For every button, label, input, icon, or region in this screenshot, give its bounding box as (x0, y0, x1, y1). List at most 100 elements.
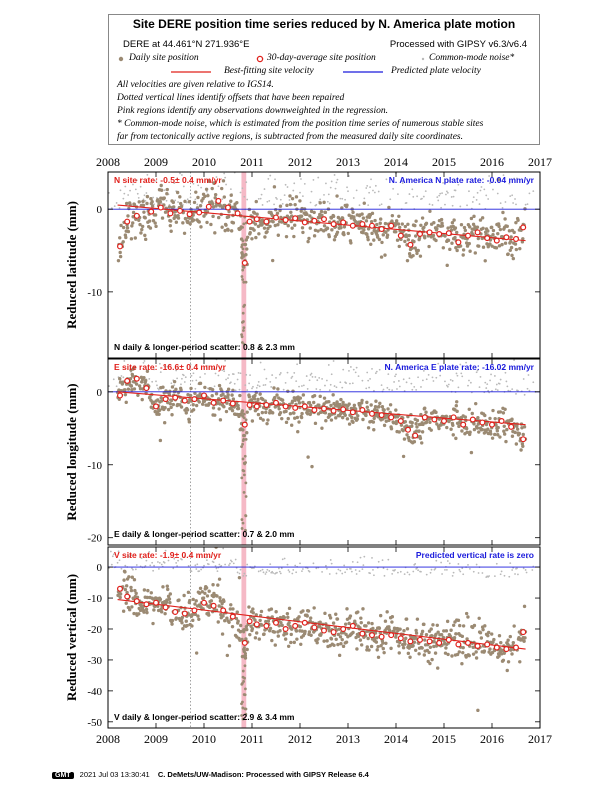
daily-point (478, 630, 483, 635)
daily-point (187, 420, 192, 424)
daily-point (379, 255, 384, 259)
daily-point (140, 397, 144, 402)
daily-point (292, 411, 296, 415)
daily-point (212, 181, 217, 185)
common-mode-point (318, 376, 321, 379)
daily-point (340, 415, 345, 420)
daily-point (208, 387, 212, 391)
common-mode-point (280, 567, 283, 570)
daily-point (514, 220, 518, 225)
daily-point (428, 209, 432, 213)
daily-point (371, 420, 376, 424)
common-mode-point (264, 573, 267, 575)
common-mode-point (481, 572, 484, 574)
common-mode-point (190, 374, 193, 377)
daily-point (386, 407, 390, 411)
average-point (407, 638, 414, 645)
daily-point (242, 280, 246, 284)
daily-point (336, 642, 340, 647)
common-mode-point (397, 193, 399, 196)
daily-point (330, 228, 334, 232)
daily-point (405, 627, 410, 631)
common-mode-point (266, 568, 269, 571)
x-tick-label-top: 2008 (96, 155, 120, 169)
common-mode-point (324, 384, 326, 387)
common-mode-point (437, 199, 440, 202)
common-mode-point (286, 563, 289, 566)
daily-point (261, 397, 265, 402)
common-mode-point (515, 393, 517, 395)
common-mode-point (514, 198, 516, 200)
daily-point (194, 599, 198, 603)
common-mode-point (380, 203, 383, 206)
daily-point (240, 476, 244, 480)
daily-point (200, 590, 204, 594)
daily-point (197, 400, 201, 404)
daily-point (367, 648, 371, 652)
common-mode-point (153, 564, 155, 567)
daily-point (397, 644, 401, 648)
common-mode-point (377, 560, 380, 563)
common-mode-point (330, 373, 333, 376)
daily-point (283, 637, 288, 641)
common-mode-point (112, 553, 115, 556)
common-mode-point (145, 192, 148, 194)
daily-point (273, 395, 277, 400)
daily-point (394, 408, 398, 412)
daily-point (413, 648, 418, 652)
common-mode-point (352, 197, 355, 199)
daily-point (460, 661, 464, 666)
legend-avg-marker (256, 55, 264, 63)
daily-point (417, 429, 421, 433)
daily-point (244, 437, 248, 441)
common-mode-point (127, 194, 130, 196)
daily-point (132, 366, 136, 370)
daily-point (143, 378, 148, 383)
average-point (474, 229, 481, 236)
daily-point (461, 248, 466, 252)
daily-point (320, 426, 324, 430)
daily-point (346, 231, 350, 236)
average-point (273, 399, 280, 406)
common-mode-point (339, 569, 342, 572)
daily-point (496, 425, 500, 430)
daily-point (187, 613, 191, 617)
daily-point (434, 238, 438, 243)
common-mode-point (446, 560, 449, 562)
daily-point (474, 656, 479, 660)
common-mode-point (445, 193, 447, 196)
common-mode-point (492, 188, 494, 191)
common-mode-point (408, 193, 411, 195)
daily-point (170, 413, 174, 417)
x-tick-label-top: 2010 (192, 155, 216, 169)
daily-point (430, 657, 434, 662)
average-point (340, 625, 347, 632)
legend-cm-label: Common-mode noise* (429, 53, 515, 63)
common-mode-point (224, 176, 227, 179)
daily-point (429, 428, 433, 432)
common-mode-point (110, 563, 113, 566)
common-mode-point (281, 558, 284, 561)
daily-point (282, 633, 286, 637)
daily-point (472, 623, 477, 628)
daily-point (236, 406, 241, 411)
common-mode-point (272, 572, 275, 574)
daily-point (516, 218, 520, 222)
average-point (162, 396, 169, 403)
common-mode-point (115, 385, 118, 388)
daily-point (240, 445, 243, 449)
common-mode-point (420, 570, 422, 573)
daily-point (464, 655, 468, 659)
daily-point (503, 407, 507, 412)
daily-point (413, 223, 417, 228)
daily-point (341, 400, 345, 405)
common-mode-point (466, 204, 468, 207)
daily-point (477, 244, 481, 248)
daily-point (221, 179, 226, 183)
footer: GMT 2021 Jul 03 13:30:41 C. DeMets/UW-Ma… (52, 770, 369, 779)
daily-point (454, 632, 458, 636)
common-mode-point (511, 194, 514, 197)
daily-point (286, 224, 290, 228)
daily-point (433, 651, 438, 655)
daily-point (272, 630, 277, 634)
